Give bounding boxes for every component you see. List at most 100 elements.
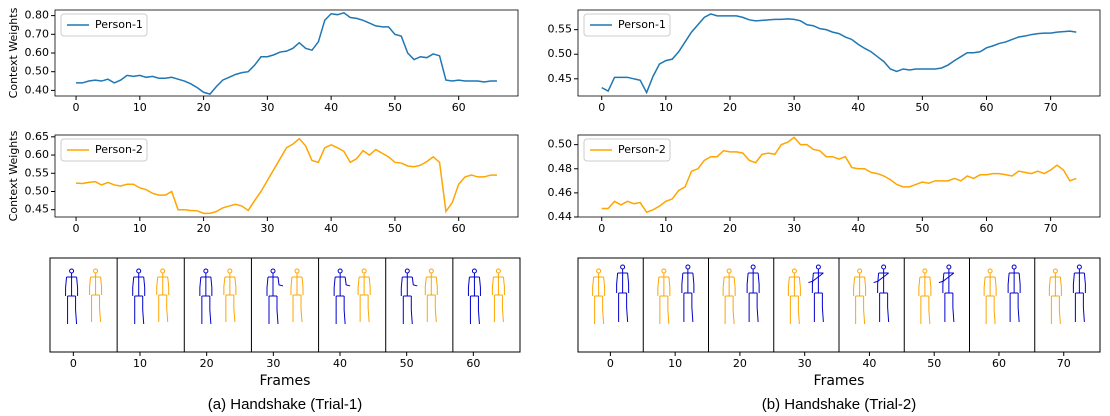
skeleton xyxy=(132,268,146,325)
skeleton-part xyxy=(495,268,501,274)
x-tick-label: 50 xyxy=(927,357,941,370)
x-tick-label: 40 xyxy=(324,222,338,235)
skeleton xyxy=(491,268,505,323)
skeleton-part xyxy=(797,296,800,325)
skeleton xyxy=(681,264,695,323)
x-axis-label: Frames xyxy=(814,373,865,389)
skeleton-part xyxy=(76,276,79,296)
x-tick-label: 50 xyxy=(915,222,929,235)
skeleton-part xyxy=(857,268,863,274)
skeleton-part xyxy=(300,295,303,323)
skeleton-part xyxy=(1083,272,1086,293)
x-tick-label: 50 xyxy=(400,357,414,370)
skeleton-part xyxy=(1007,272,1010,293)
x-tick-label: 70 xyxy=(1044,222,1058,235)
skeleton xyxy=(400,268,418,325)
skeleton xyxy=(223,268,237,323)
skeleton-part xyxy=(234,276,237,295)
skeleton-part xyxy=(434,295,437,323)
skeleton-part xyxy=(757,272,760,293)
x-tick-label: 0 xyxy=(607,357,614,370)
skeleton-part xyxy=(983,276,986,296)
skeleton-part xyxy=(1059,276,1062,296)
skeleton-part xyxy=(691,293,694,323)
skeleton-part xyxy=(952,293,955,323)
skeleton-part xyxy=(946,264,952,270)
x-tick-label: 70 xyxy=(1057,357,1071,370)
legend-label: Person-1 xyxy=(95,18,143,31)
y-tick-label: 0.55 xyxy=(548,23,573,36)
skeleton-part xyxy=(620,264,626,270)
data-line xyxy=(76,137,497,215)
skeleton-part xyxy=(918,276,921,296)
skeleton xyxy=(873,264,890,323)
legend-box xyxy=(60,138,148,162)
y-tick-label: 0.80 xyxy=(25,9,50,22)
skeleton-part xyxy=(435,276,438,295)
skeleton-part xyxy=(361,268,367,274)
y-axis-label: Context Weights xyxy=(7,7,20,98)
skeleton-part xyxy=(223,276,226,295)
skeleton-part xyxy=(798,276,801,296)
skeleton-part xyxy=(681,272,684,293)
skeleton-part xyxy=(922,268,928,274)
skeleton-part xyxy=(821,293,824,323)
skeleton xyxy=(1007,264,1021,323)
skeleton xyxy=(918,268,932,325)
y-tick-label: 0.44 xyxy=(548,210,573,223)
y-tick-label: 0.40 xyxy=(25,83,50,96)
x-tick-label: 20 xyxy=(733,357,747,370)
skeleton-part xyxy=(467,276,470,296)
data-line xyxy=(601,136,1077,214)
x-tick-label: 40 xyxy=(851,101,865,114)
x-tick-label: 30 xyxy=(798,357,812,370)
skeleton xyxy=(746,264,760,323)
skeleton-part xyxy=(881,264,887,270)
x-tick-label: 40 xyxy=(851,222,865,235)
x-tick-label: 70 xyxy=(1044,101,1058,114)
skeleton-part xyxy=(344,276,351,287)
skeleton-part xyxy=(93,268,99,274)
skeleton-part xyxy=(626,293,629,323)
x-tick-label: 20 xyxy=(723,101,737,114)
x-tick-label: 0 xyxy=(598,222,605,235)
x-tick-label: 30 xyxy=(266,357,280,370)
x-tick-label: 40 xyxy=(333,357,347,370)
x-tick-label: 50 xyxy=(388,222,402,235)
skeleton-part xyxy=(203,268,209,274)
skeleton-part xyxy=(400,276,403,296)
y-tick-label: 0.70 xyxy=(25,27,50,40)
skeleton-part xyxy=(343,296,346,325)
skeleton-part xyxy=(160,268,166,274)
skeleton-part xyxy=(616,272,619,293)
x-tick-label: 10 xyxy=(668,357,682,370)
x-tick-label: 0 xyxy=(70,357,77,370)
skeleton xyxy=(808,264,824,323)
skeleton-part xyxy=(657,276,660,296)
skeleton-part xyxy=(887,293,890,323)
skeleton-part xyxy=(233,295,236,323)
skeleton-part xyxy=(210,276,213,296)
skeleton-part xyxy=(603,276,606,296)
skeleton-part xyxy=(1076,264,1082,270)
skeleton-part xyxy=(685,264,691,270)
skeleton-part xyxy=(787,276,790,296)
skeleton-part xyxy=(132,276,135,296)
x-tick-label: 0 xyxy=(73,101,80,114)
y-axis-label: Context Weights xyxy=(7,130,20,221)
skeleton-part xyxy=(756,293,759,323)
x-tick-label: 20 xyxy=(197,222,211,235)
skeleton-part xyxy=(864,276,867,296)
skeleton-part xyxy=(75,296,78,325)
skeleton-part xyxy=(815,264,821,270)
skeleton-part xyxy=(367,295,370,323)
skeleton xyxy=(938,264,955,323)
legend-box xyxy=(583,13,671,37)
y-tick-label: 0.65 xyxy=(25,130,50,143)
skeleton-part xyxy=(750,264,756,270)
x-tick-label: 30 xyxy=(260,222,274,235)
skeleton-part xyxy=(337,268,343,274)
skeleton-part xyxy=(627,272,630,293)
